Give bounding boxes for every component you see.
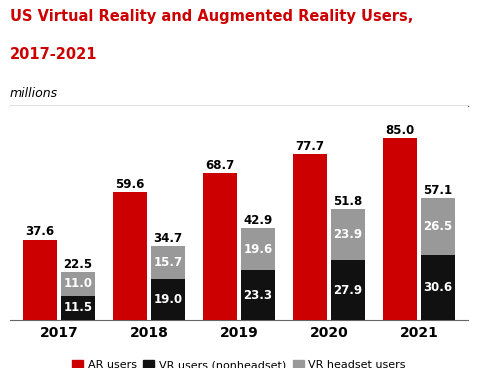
Text: 30.6: 30.6 (424, 281, 452, 294)
Text: 11.5: 11.5 (64, 301, 93, 314)
Text: millions: millions (10, 87, 58, 100)
Bar (331, 260, 365, 320)
Bar (151, 246, 185, 279)
Text: 15.7: 15.7 (153, 256, 183, 269)
Bar (23, 240, 57, 320)
Text: 2017-2021: 2017-2021 (10, 47, 97, 61)
Text: US Virtual Reality and Augmented Reality Users,: US Virtual Reality and Augmented Reality… (10, 9, 413, 24)
Bar (383, 138, 417, 320)
Text: 51.8: 51.8 (333, 195, 362, 208)
Text: 85.0: 85.0 (385, 124, 415, 137)
Bar (421, 255, 455, 320)
Text: 42.9: 42.9 (243, 214, 272, 227)
Bar (203, 173, 237, 320)
Bar (61, 272, 95, 296)
Text: 19.0: 19.0 (153, 293, 183, 306)
Bar (113, 192, 147, 320)
Bar (331, 209, 365, 260)
Text: 57.1: 57.1 (424, 184, 452, 197)
Text: 77.7: 77.7 (295, 139, 325, 152)
Text: 19.6: 19.6 (243, 243, 272, 256)
Text: 34.7: 34.7 (153, 232, 183, 245)
Text: 37.6: 37.6 (26, 226, 54, 238)
Bar (421, 198, 455, 255)
Text: 11.0: 11.0 (64, 277, 92, 290)
Text: 27.9: 27.9 (333, 284, 362, 297)
Bar (151, 279, 185, 320)
Bar (61, 296, 95, 320)
Text: 68.7: 68.7 (206, 159, 235, 172)
Text: 23.9: 23.9 (333, 228, 362, 241)
Text: 26.5: 26.5 (423, 220, 453, 233)
Text: 23.3: 23.3 (243, 289, 272, 302)
Text: 59.6: 59.6 (116, 178, 145, 191)
Text: 22.5: 22.5 (64, 258, 93, 271)
Bar (293, 153, 327, 320)
Bar (241, 270, 275, 320)
Bar (241, 228, 275, 270)
Legend: AR users, VR users (nonheadset), VR headset users: AR users, VR users (nonheadset), VR head… (68, 355, 410, 368)
